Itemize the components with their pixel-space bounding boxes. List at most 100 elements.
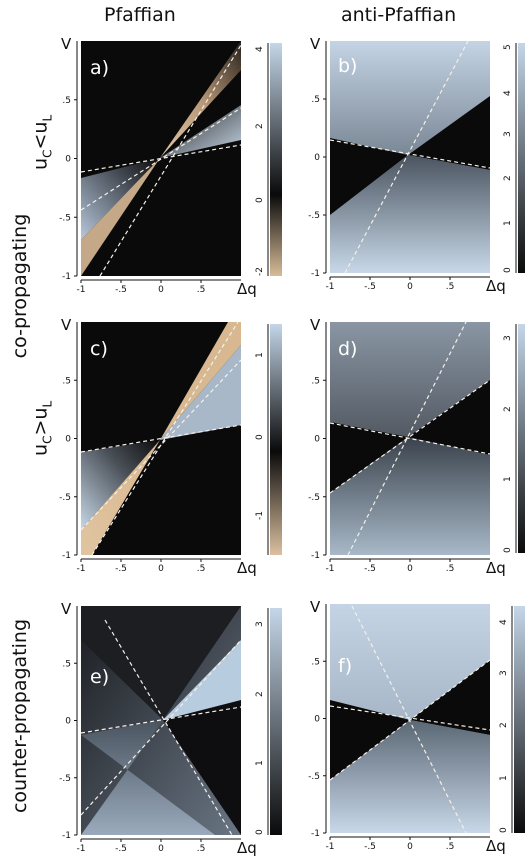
panel-c-y-tick-label: 0 <box>65 435 71 445</box>
panel-c-cb-tick-m1: -1 <box>255 511 265 520</box>
panel-d-dark-region-left <box>330 422 408 493</box>
panel-b: b) 5 4 3 2 1 0 <box>329 40 525 274</box>
panel-c-y-tick-label: -.5 <box>59 493 71 503</box>
panel-e-x-label: Δq <box>237 839 257 857</box>
panel-d-x-tick-label: -.5 <box>364 564 376 574</box>
panel-a-letter: a) <box>90 57 109 79</box>
panel-f-y-tick-label: .5 <box>311 657 320 667</box>
panel-d-cb-tick-3: 3 <box>503 335 513 341</box>
panel-b-x-tick-label: -1 <box>326 282 335 292</box>
panel-a-tan-region-lower <box>81 158 160 276</box>
panel-a-tan-region-upper <box>160 41 241 158</box>
panel-c-x-tick-label: -.5 <box>115 564 127 574</box>
panel-b-letter: b) <box>338 55 357 77</box>
panel-c-y-label: V <box>61 316 72 334</box>
panel-d-x-tick-label: .5 <box>446 564 455 574</box>
column-title-anti-pfaffian: anti-Pfaffian <box>341 4 457 26</box>
panel-c: c) 1 0 -1 <box>80 321 282 556</box>
panel-d-x-label: Δq <box>486 559 506 577</box>
panel-f-x-tick-label: -.5 <box>364 842 376 852</box>
panel-e-y-label: V <box>61 600 72 618</box>
panel-f-y-tick-label: -1 <box>311 829 320 839</box>
panel-b-y-tick-label: .5 <box>311 95 320 105</box>
panel-a-y-tick-label: -.5 <box>59 213 71 223</box>
panel-b-cb-tick-2: 2 <box>503 175 513 181</box>
panel-e-x-tick-label: 0 <box>158 844 164 854</box>
panel-e-cb-tick-3: 3 <box>255 621 265 627</box>
panel-f-x-label: Δq <box>486 837 506 855</box>
panel-b-cb-tick-3: 3 <box>503 131 513 137</box>
panel-a-cb-tick-m2: -2 <box>255 267 265 276</box>
panel-f-dashed-line-2 <box>329 705 491 731</box>
panel-d-x-tick-label: -1 <box>326 564 335 574</box>
panel-a-x-tick-label: .5 <box>197 285 206 295</box>
panel-a-x-label: Δq <box>237 280 257 298</box>
panel-f-x-tick-label: .5 <box>446 842 455 852</box>
panel-b-cb-tick-4: 4 <box>503 90 513 96</box>
panel-f-dashed-line-3 <box>329 659 491 781</box>
panel-a-dashed-line-3 <box>80 107 242 211</box>
panel-a-y-label: V <box>61 35 72 53</box>
panel-e-x-tick-label: -1 <box>77 844 86 854</box>
panel-b-x-tick-label: 0 <box>407 282 413 292</box>
panel-e-colorbar <box>270 608 282 835</box>
panel-f-dark-region-right <box>410 660 490 735</box>
panel-a-x-tick-label: -1 <box>77 285 86 295</box>
panel-e-cb-tick-2: 2 <box>255 691 265 697</box>
panel-e-y-tick-label: -.5 <box>59 774 71 784</box>
panel-b-y-tick-label: -.5 <box>308 211 320 221</box>
column-title-pfaffian: Pfaffian <box>104 4 176 26</box>
panel-e-y-tick-label: .5 <box>62 659 71 669</box>
panel-f-cb-tick-2: 2 <box>499 722 509 728</box>
panel-d-y-tick-label: .5 <box>311 376 320 386</box>
panel-b-lower-region <box>330 155 490 273</box>
panel-d: d) 3 2 1 0 <box>329 321 525 556</box>
panel-a-y-tick-label: -1 <box>62 272 71 282</box>
panel-e-letter: e) <box>90 666 109 688</box>
panel-c-colorbar <box>270 324 282 555</box>
panel-d-x-tick-label: 0 <box>407 564 413 574</box>
panel-c-x-label: Δq <box>237 559 257 577</box>
panel-e-y-tick-label: -1 <box>62 831 71 841</box>
panel-f-cb-tick-0: 0 <box>499 827 509 833</box>
panel-f-cb-tick-4: 4 <box>499 619 509 625</box>
panel-b-dashed-line-1 <box>344 40 469 274</box>
panel-b-dark-region-left <box>330 138 408 215</box>
panel-e-x-tick-label: .5 <box>197 844 206 854</box>
panel-c-cb-tick-1: 1 <box>255 352 265 358</box>
panel-f-x-tick-label: 0 <box>407 842 413 852</box>
panel-c-dashed-line-2 <box>80 424 242 453</box>
panel-a-cb-tick-0: 0 <box>255 197 265 203</box>
panel-f-colorbar <box>514 606 525 833</box>
panel-d-cb-tick-0: 0 <box>503 547 513 553</box>
panel-b-x-tick-label: -.5 <box>364 282 376 292</box>
panel-f-cb-tick-3: 3 <box>499 670 509 676</box>
panel-e-x-tick-label: -.5 <box>115 844 127 854</box>
panel-a-cb-tick-2: 2 <box>255 123 265 129</box>
panel-e-cb-tick-1: 1 <box>255 760 265 766</box>
panel-d-colorbar <box>518 324 525 553</box>
panel-a-blue-region-right <box>160 105 241 158</box>
panel-a-y-tick-label: .5 <box>62 96 71 106</box>
panel-a-colorbar <box>270 43 282 276</box>
panel-c-blue-region-right <box>160 345 241 440</box>
panel-d-y-tick-label: -1 <box>311 551 320 561</box>
panel-d-dashed-line-3 <box>329 379 491 494</box>
panel-a-y-tick-label: 0 <box>65 155 71 165</box>
panel-e: e) 3 2 1 0 <box>80 606 282 836</box>
panel-e-y-tick-label: 0 <box>65 717 71 727</box>
panel-d-lower-region <box>330 437 490 555</box>
panel-c-cb-tick-0: 0 <box>255 434 265 440</box>
panel-d-y-label: V <box>310 316 321 334</box>
panel-e-dashed-line-3 <box>80 639 242 816</box>
panel-c-y-tick-label: .5 <box>62 376 71 386</box>
panel-b-cb-tick-5: 5 <box>503 44 513 50</box>
panel-b-colorbar <box>518 43 525 273</box>
panel-c-dashed-line-1 <box>91 321 239 556</box>
panel-f-dark-region-left <box>330 700 410 780</box>
panel-a: a) 4 2 0 -2 <box>80 41 282 277</box>
panel-e-dark-region-top <box>81 606 241 720</box>
panel-f-y-label: V <box>310 598 321 616</box>
panel-c-dashed-line-3 <box>80 359 242 531</box>
